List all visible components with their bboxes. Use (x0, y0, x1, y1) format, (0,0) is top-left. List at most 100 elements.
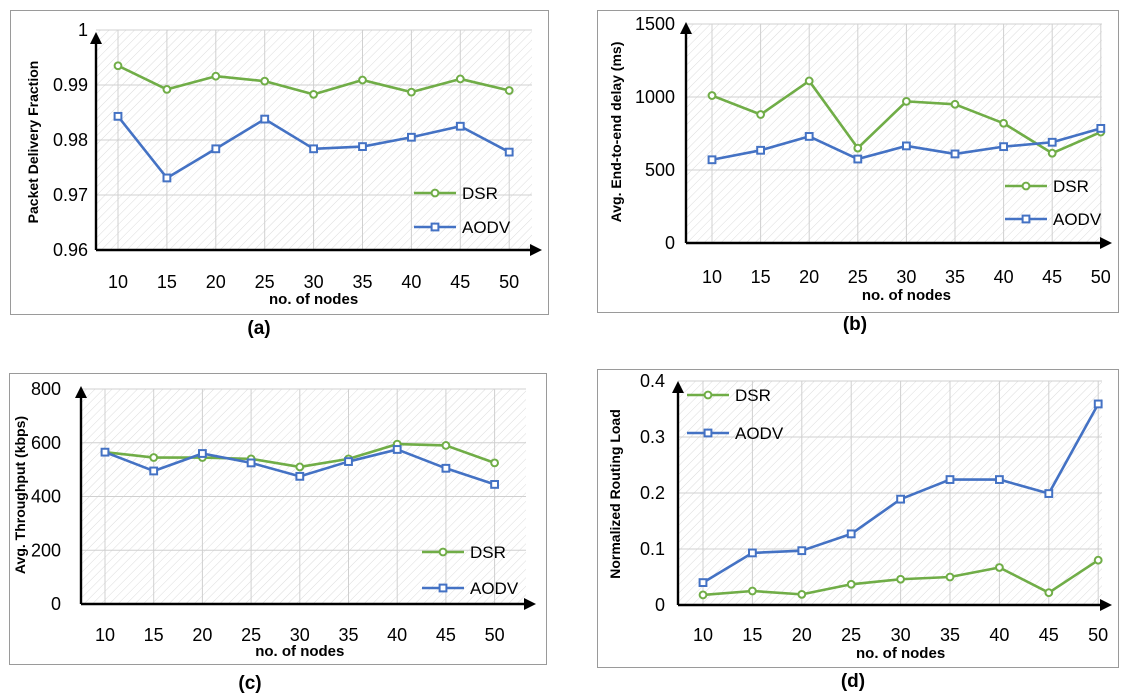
legend-marker-d-dsr (703, 390, 713, 400)
ytick-label-a-0: 0.96 (53, 240, 88, 260)
xtick-label-d-1: 15 (742, 625, 762, 645)
series-a-aodv (113, 111, 514, 183)
x-axis-arrow-b (1100, 237, 1112, 249)
point-a-aodv-45 (455, 121, 465, 131)
point-b-aodv-50 (1096, 123, 1106, 133)
ytick-label-b-2: 1000 (635, 87, 675, 107)
xtick-label-d-2: 20 (792, 625, 812, 645)
point-c-dsr-15 (149, 453, 159, 462)
ytick-label-c-1: 200 (31, 540, 61, 560)
xtick-label-a-0: 10 (108, 272, 128, 292)
chart-b: 0 500 1000 1500 10 15 20 25 30 35 40 45 50 no. of nod… (608, 14, 1112, 304)
point-c-dsr-30 (295, 462, 305, 472)
legend-label-a-dsr: DSR (462, 184, 498, 203)
xtick-label-b-2: 20 (799, 267, 819, 287)
xtick-label-b-1: 15 (751, 267, 771, 287)
xtick-label-c-3: 25 (241, 625, 261, 645)
point-a-aodv-50 (504, 147, 514, 157)
caption-b: (b) (842, 314, 868, 335)
point-a-aodv-35 (358, 142, 367, 151)
caption-a: (a) (247, 318, 271, 339)
point-b-dsr-30 (902, 96, 911, 106)
legend-entry-b-dsr: DSR (1005, 177, 1089, 196)
point-b-dsr-10 (707, 91, 717, 100)
legend-marker-b-dsr (1021, 181, 1031, 191)
point-d-aodv-30 (896, 494, 906, 504)
legend-marker-a-aodv (430, 222, 440, 232)
legend-label-b-dsr: DSR (1053, 177, 1089, 196)
xtick-label-c-6: 40 (387, 625, 407, 645)
point-d-aodv-10 (698, 578, 708, 587)
chart-d: 0 0.1 0.2 0.3 0.4 10 15 20 25 30 35 40 45 50 no. of no… (607, 371, 1112, 662)
point-c-aodv-20 (198, 449, 207, 458)
legend-label-d-dsr: DSR (735, 386, 771, 405)
ytick-label-c-2: 400 (31, 487, 61, 507)
xtick-label-b-7: 45 (1042, 267, 1062, 287)
point-c-dsr-50 (490, 458, 500, 468)
point-a-aodv-25 (260, 114, 270, 124)
ytick-label-a-3: 0.99 (53, 75, 88, 95)
legend-entry-a-dsr: DSR (414, 184, 498, 203)
point-a-dsr-30 (309, 89, 319, 99)
xtick-label-a-6: 40 (401, 272, 421, 292)
x-axis-arrow-d (1100, 599, 1112, 611)
point-a-dsr-15 (162, 85, 172, 94)
y-axis-title-d: Normalized Routing Load (607, 409, 623, 579)
x-axis-arrow-a (530, 244, 542, 256)
chart-a: 0.96 0.97 0.98 0.99 1 10 15 20 25 30 35 40 45 50 no. o… (25, 20, 542, 308)
point-c-aodv-15 (149, 466, 159, 476)
point-a-dsr-35 (358, 75, 367, 85)
point-d-aodv-25 (846, 529, 856, 539)
ytick-label-b-0: 0 (665, 233, 675, 253)
xtick-label-b-3: 25 (848, 267, 868, 287)
point-d-dsr-50 (1093, 555, 1103, 565)
point-b-aodv-15 (756, 145, 765, 155)
y-axis-title-b: Avg. End-to-end delay (ms) (608, 42, 624, 223)
xtick-label-d-5: 35 (940, 625, 960, 645)
point-a-aodv-15 (162, 173, 172, 183)
point-c-aodv-35 (344, 457, 353, 466)
point-d-aodv-20 (797, 546, 807, 556)
ytick-label-c-0: 0 (51, 594, 61, 614)
point-a-dsr-20 (211, 71, 221, 81)
point-a-dsr-10 (113, 61, 123, 71)
xtick-label-a-5: 35 (352, 272, 372, 292)
legend-marker-c-dsr (438, 547, 448, 557)
legend-marker-b-aodv (1021, 214, 1031, 224)
xtick-label-b-6: 40 (994, 267, 1014, 287)
point-b-aodv-20 (804, 132, 814, 141)
x-axis-title-a: no. of nodes (269, 291, 358, 308)
point-c-aodv-30 (295, 471, 305, 481)
xtick-label-c-2: 20 (192, 625, 212, 645)
point-c-dsr-45 (441, 441, 451, 450)
point-a-dsr-40 (407, 87, 416, 97)
series-d-dsr (698, 555, 1103, 600)
point-a-aodv-30 (309, 144, 319, 154)
legend-label-c-dsr: DSR (470, 543, 506, 562)
point-d-dsr-20 (797, 589, 807, 599)
xtick-label-a-7: 45 (450, 272, 470, 292)
xtick-label-c-0: 10 (95, 625, 115, 645)
xtick-label-c-4: 30 (290, 625, 310, 645)
y-axis-title-a: Packet Delivery Fraction (25, 61, 41, 224)
xtick-label-a-4: 30 (304, 272, 324, 292)
point-d-aodv-45 (1044, 489, 1054, 498)
point-c-aodv-25 (246, 458, 256, 468)
legend-entry-c-dsr: DSR (422, 543, 506, 562)
xtick-label-b-5: 35 (945, 267, 965, 287)
xtick-label-d-6: 40 (989, 625, 1009, 645)
point-b-dsr-15 (756, 110, 766, 119)
point-a-aodv-20 (211, 144, 221, 154)
point-c-aodv-45 (441, 463, 451, 473)
legend-marker-d-aodv (703, 428, 713, 438)
point-d-dsr-15 (748, 586, 757, 596)
ytick-label-b-1: 500 (645, 160, 675, 180)
ytick-label-c-3: 600 (31, 433, 61, 453)
legend-marker-a-dsr (430, 188, 440, 198)
point-b-aodv-40 (999, 142, 1009, 152)
xtick-label-a-3: 25 (255, 272, 275, 292)
y-axis-arrow-a (90, 32, 102, 44)
point-a-aodv-40 (407, 132, 416, 142)
x-axis-arrow-c (524, 598, 536, 610)
point-b-aodv-10 (707, 155, 717, 165)
